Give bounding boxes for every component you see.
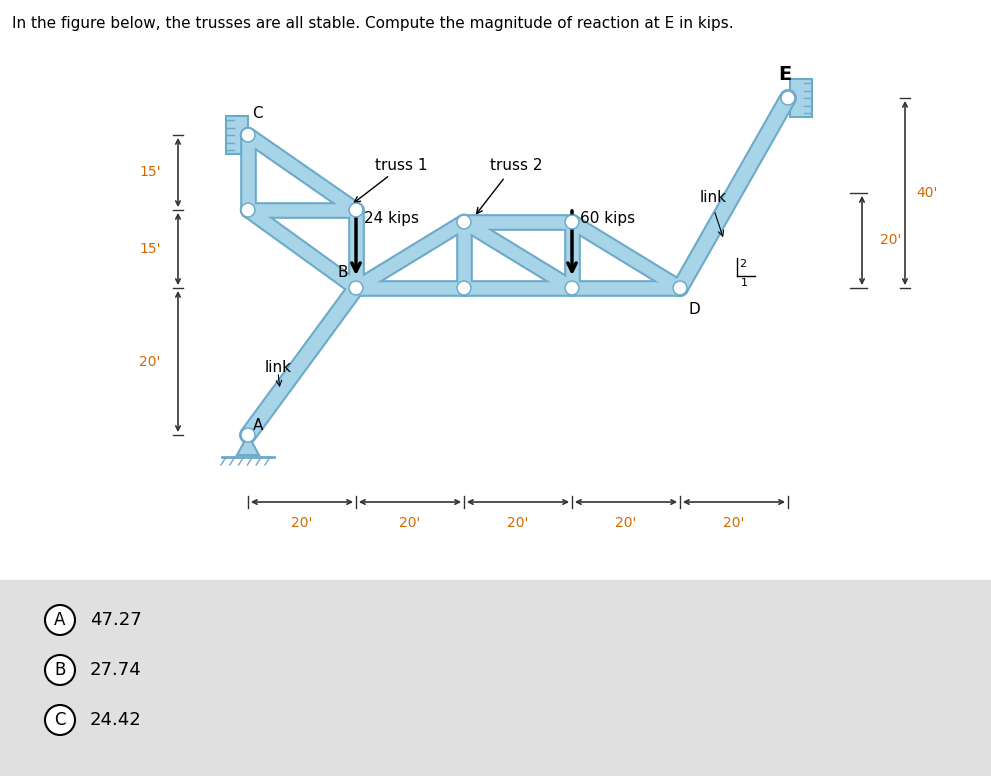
Circle shape [457, 281, 471, 295]
Text: In the figure below, the trusses are all stable. Compute the magnitude of reacti: In the figure below, the trusses are all… [12, 16, 733, 31]
Circle shape [351, 205, 362, 216]
Circle shape [243, 205, 254, 216]
Text: C: C [55, 711, 65, 729]
Text: truss 1: truss 1 [375, 158, 427, 172]
Circle shape [459, 217, 470, 227]
Circle shape [349, 203, 363, 217]
Circle shape [783, 92, 794, 103]
Circle shape [45, 605, 75, 635]
Text: B: B [55, 661, 65, 679]
Text: B: B [338, 265, 348, 280]
Circle shape [243, 429, 254, 441]
Bar [0, 580, 991, 776]
Circle shape [241, 428, 255, 442]
Text: 20': 20' [615, 516, 636, 530]
Text: link: link [265, 361, 292, 376]
Text: truss 2: truss 2 [490, 158, 542, 172]
Text: 1: 1 [741, 278, 748, 288]
Text: link: link [700, 190, 727, 206]
Text: 20': 20' [880, 234, 902, 248]
Text: 60 kips: 60 kips [580, 210, 635, 226]
Circle shape [351, 282, 362, 293]
Circle shape [459, 282, 470, 293]
Text: 24.42: 24.42 [90, 711, 142, 729]
Text: D: D [688, 302, 700, 317]
Text: 20': 20' [291, 516, 313, 530]
Text: A: A [253, 418, 264, 433]
Polygon shape [237, 435, 259, 455]
Text: 47.27: 47.27 [90, 611, 142, 629]
Circle shape [565, 215, 579, 229]
Text: 27.74: 27.74 [90, 661, 142, 679]
Circle shape [781, 91, 795, 105]
Text: 15': 15' [140, 242, 161, 256]
Bar [790, 79, 812, 117]
Circle shape [241, 128, 255, 142]
Text: 20': 20' [399, 516, 421, 530]
Circle shape [675, 282, 686, 293]
Text: 20': 20' [723, 516, 744, 530]
Circle shape [349, 281, 363, 295]
Circle shape [567, 282, 578, 293]
Text: 40': 40' [917, 186, 937, 200]
Text: 20': 20' [140, 355, 161, 369]
Circle shape [45, 705, 75, 735]
Circle shape [45, 655, 75, 685]
Circle shape [673, 281, 687, 295]
Circle shape [243, 130, 254, 140]
Circle shape [241, 203, 255, 217]
Bar [226, 116, 248, 154]
Circle shape [567, 217, 578, 227]
Text: 15': 15' [140, 165, 161, 179]
Text: A: A [55, 611, 65, 629]
Circle shape [565, 281, 579, 295]
Text: 2: 2 [739, 259, 746, 269]
Text: 24 kips: 24 kips [364, 210, 419, 226]
Text: C: C [252, 106, 263, 121]
Text: E: E [778, 65, 792, 84]
Text: 20': 20' [507, 516, 528, 530]
Circle shape [457, 215, 471, 229]
